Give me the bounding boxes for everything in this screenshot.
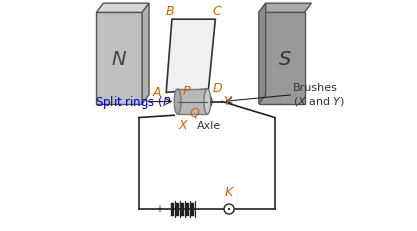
Bar: [96, 13, 142, 104]
Text: $A$: $A$: [152, 85, 163, 98]
Ellipse shape: [174, 90, 181, 115]
Polygon shape: [259, 4, 266, 104]
Text: $S$: $S$: [278, 49, 292, 68]
Bar: [259, 13, 304, 104]
Text: $C$: $C$: [212, 5, 223, 18]
Polygon shape: [259, 4, 311, 13]
Polygon shape: [142, 4, 149, 104]
Text: Brushes
$(X$ and $Y)$: Brushes $(X$ and $Y)$: [293, 83, 345, 108]
Text: $B$: $B$: [165, 5, 175, 18]
Bar: [178, 90, 207, 115]
Ellipse shape: [204, 90, 211, 115]
Text: $P$: $P$: [182, 85, 191, 97]
Text: $Y$: $Y$: [224, 94, 234, 107]
Text: $X$: $X$: [178, 118, 189, 131]
Text: $N$: $N$: [111, 49, 127, 68]
Circle shape: [228, 208, 230, 210]
Text: Axle: Axle: [197, 120, 221, 130]
Text: $K$: $K$: [224, 185, 235, 198]
Circle shape: [224, 204, 234, 214]
Polygon shape: [96, 4, 149, 13]
Text: $Q$: $Q$: [189, 106, 201, 119]
Text: $+$: $+$: [155, 203, 164, 213]
Text: Split rings ($P$ and $Q$): Split rings ($P$ and $Q$): [95, 94, 214, 111]
Text: $D$: $D$: [212, 82, 223, 95]
Polygon shape: [166, 20, 215, 93]
